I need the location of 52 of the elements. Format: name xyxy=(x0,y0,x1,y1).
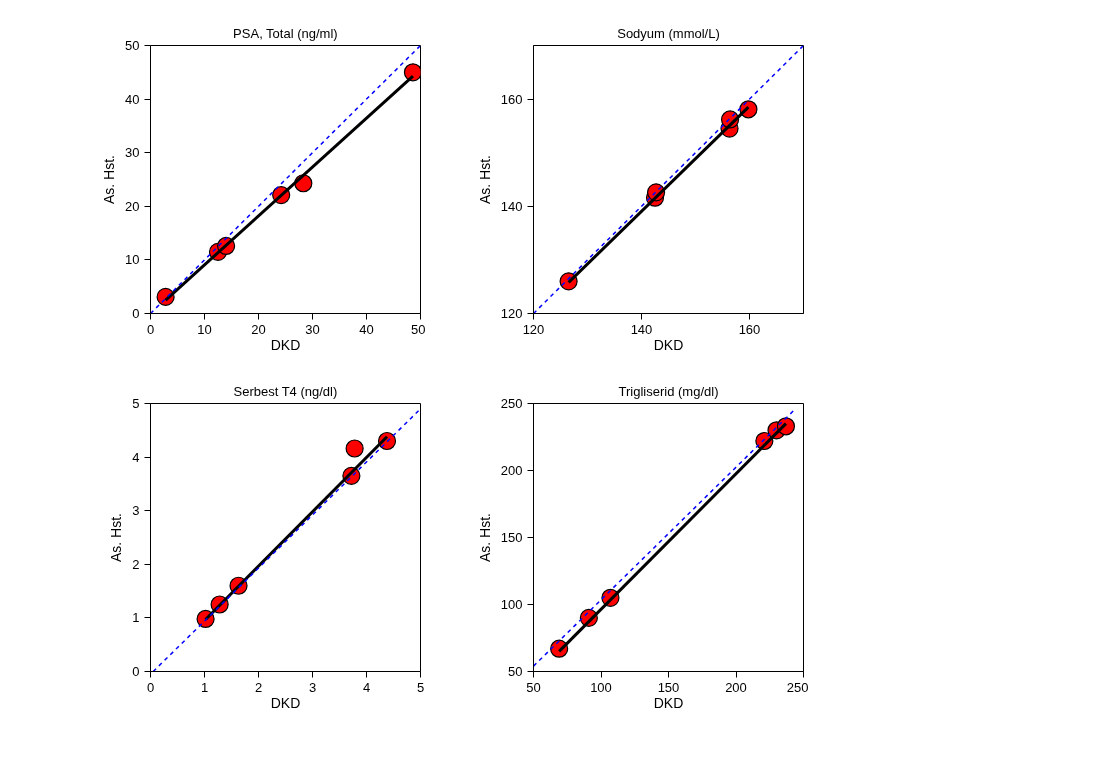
x-tick-label: 40 xyxy=(359,321,374,337)
x-axis-title: DKD xyxy=(270,336,301,353)
y-tick-label: 160 xyxy=(500,91,523,107)
x-tick-label: 10 xyxy=(197,321,212,337)
x-tick-label: 0 xyxy=(146,679,155,695)
x-axis-title: DKD xyxy=(653,336,684,353)
x-axis-title: DKD xyxy=(270,694,301,711)
x-tick-label: 0 xyxy=(146,321,155,337)
chart-title: PSA, Total (ng/ml) xyxy=(233,25,338,41)
y-tick-label: 1 xyxy=(132,610,140,626)
x-tick-label: 30 xyxy=(305,321,320,337)
x-tick-label: 20 xyxy=(251,321,266,337)
x-tick-label: 1 xyxy=(200,679,209,695)
y-tick-label: 120 xyxy=(500,306,523,321)
y-tick-label: 100 xyxy=(500,597,523,612)
x-tick-label: 2 xyxy=(254,679,263,695)
chart-title: Serbest T4 (ng/dl) xyxy=(233,383,338,399)
x-tick-label: 4 xyxy=(362,679,371,695)
y-tick-label: 0 xyxy=(132,664,140,679)
y-axis-title: As. Hst. xyxy=(101,154,118,204)
x-tick-label: 140 xyxy=(630,321,653,337)
y-tick-label: 50 xyxy=(125,38,140,53)
chart-title: Sodyum (mmol/L) xyxy=(617,25,720,41)
y-tick-label: 250 xyxy=(500,396,523,411)
y-tick-label: 30 xyxy=(125,145,140,161)
x-tick-label: 50 xyxy=(526,679,541,695)
x-axis-title: DKD xyxy=(653,694,684,711)
y-tick-label: 3 xyxy=(132,503,140,519)
y-tick-label: 0 xyxy=(132,306,140,321)
y-tick-label: 140 xyxy=(500,198,523,214)
y-tick-label: 2 xyxy=(132,556,140,572)
x-tick-label: 250 xyxy=(786,679,809,695)
x-tick-label: 100 xyxy=(590,679,612,695)
x-tick-label: 120 xyxy=(522,321,545,337)
x-tick-label: 5 xyxy=(416,679,425,695)
y-tick-label: 200 xyxy=(500,463,523,478)
y-tick-label: 4 xyxy=(132,449,140,465)
y-tick-label: 50 xyxy=(508,664,523,679)
y-tick-label: 10 xyxy=(125,252,140,268)
x-tick-label: 50 xyxy=(411,321,426,337)
x-tick-label: 3 xyxy=(308,679,317,695)
x-tick-label: 160 xyxy=(738,321,761,337)
x-tick-label: 150 xyxy=(657,679,680,695)
y-axis-title: As. Hst. xyxy=(476,154,493,204)
y-tick-label: 40 xyxy=(125,91,140,107)
chart-title: Trigliserid (mg/dl) xyxy=(618,383,719,399)
y-axis-title: As. Hst. xyxy=(476,512,493,562)
x-tick-label: 200 xyxy=(725,679,747,695)
y-tick-label: 5 xyxy=(132,396,140,411)
y-tick-label: 20 xyxy=(125,198,140,214)
y-axis-title: As. Hst. xyxy=(108,512,125,562)
y-tick-label: 150 xyxy=(500,530,523,545)
